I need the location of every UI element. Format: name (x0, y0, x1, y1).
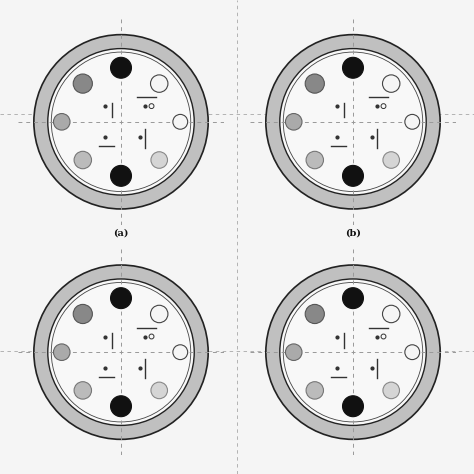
Circle shape (306, 151, 323, 169)
Circle shape (343, 288, 364, 309)
Circle shape (173, 114, 188, 129)
Circle shape (383, 382, 400, 399)
Circle shape (110, 288, 131, 309)
Circle shape (383, 152, 400, 168)
Circle shape (266, 35, 440, 209)
Circle shape (305, 304, 324, 324)
Circle shape (305, 74, 324, 93)
Circle shape (306, 382, 323, 399)
Circle shape (280, 279, 426, 425)
Circle shape (405, 345, 419, 360)
Circle shape (110, 165, 131, 186)
Circle shape (48, 49, 194, 195)
Circle shape (151, 382, 167, 399)
Circle shape (343, 165, 364, 186)
Circle shape (74, 151, 91, 169)
Circle shape (54, 344, 70, 360)
Circle shape (381, 104, 386, 109)
Circle shape (405, 114, 419, 129)
Circle shape (266, 265, 440, 439)
Circle shape (285, 344, 302, 360)
Circle shape (343, 396, 364, 417)
Circle shape (34, 265, 208, 439)
Circle shape (151, 305, 168, 323)
Circle shape (149, 334, 154, 339)
Circle shape (110, 396, 131, 417)
Circle shape (34, 35, 208, 209)
Circle shape (280, 49, 426, 195)
Circle shape (173, 345, 188, 360)
Circle shape (54, 114, 70, 130)
Text: (b): (b) (345, 229, 361, 238)
Circle shape (285, 114, 302, 130)
Circle shape (151, 152, 167, 168)
Circle shape (383, 75, 400, 92)
Circle shape (343, 57, 364, 78)
Circle shape (73, 304, 92, 324)
Circle shape (151, 75, 168, 92)
Circle shape (73, 74, 92, 93)
Circle shape (381, 334, 386, 339)
Circle shape (110, 57, 131, 78)
Circle shape (74, 382, 91, 399)
Text: (a): (a) (113, 229, 129, 238)
Circle shape (48, 279, 194, 425)
Circle shape (149, 104, 154, 109)
Circle shape (383, 305, 400, 323)
